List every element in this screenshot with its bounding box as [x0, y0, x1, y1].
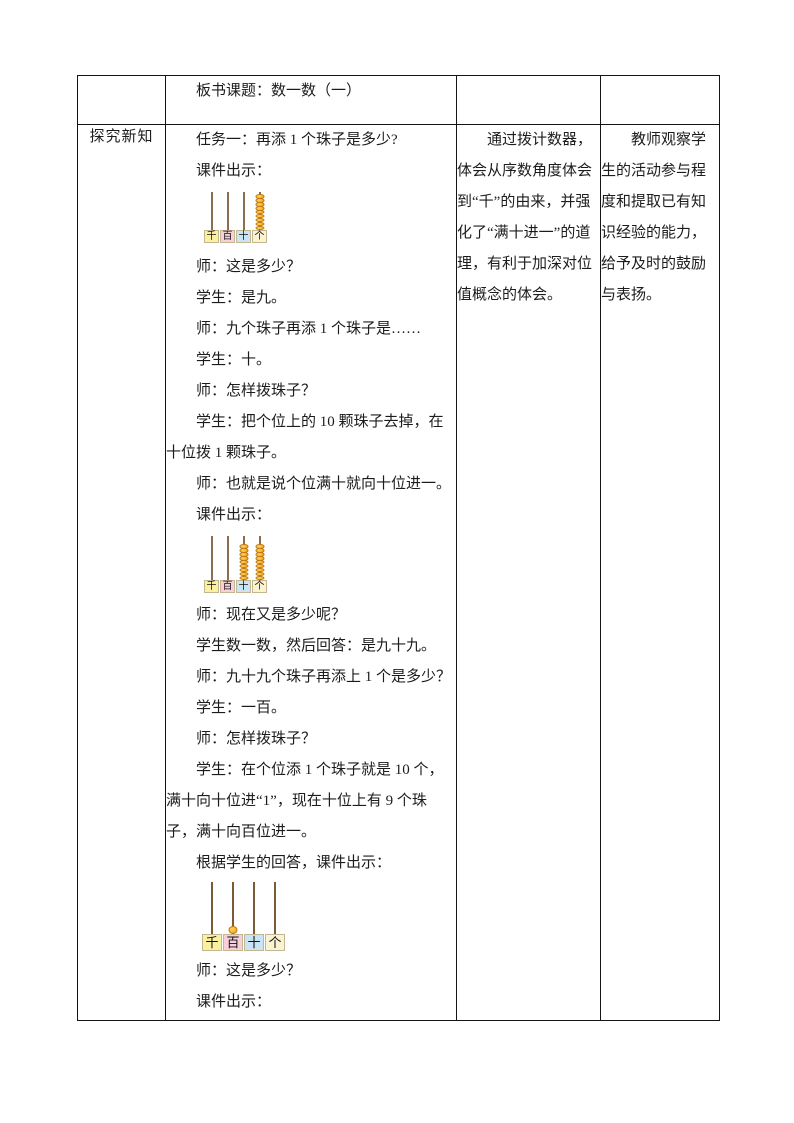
abacus-rod-area	[236, 536, 251, 580]
dialogue-line: 师：也就是说个位满十就向十位进一。	[196, 476, 452, 492]
place-value-label: 十	[244, 934, 264, 951]
abacus-rod	[211, 882, 213, 934]
empty-intent-cell	[456, 75, 601, 125]
abacus-rod	[210, 536, 213, 580]
dialogue-line: 课件出示：	[196, 994, 272, 1010]
empty-evaluation-cell	[600, 75, 720, 125]
abacus-rod-area	[204, 536, 219, 580]
abacus-column: 千	[204, 536, 219, 593]
abacus-rod-area	[202, 882, 222, 934]
abacus-counter-image: 千百十个	[204, 192, 456, 243]
abacus-rod	[274, 882, 276, 934]
abacus-rod-area	[204, 192, 219, 230]
dialogue-line: 学生：十。	[196, 352, 272, 368]
abacus-column: 十	[236, 192, 251, 243]
abacus-bead	[255, 575, 264, 580]
dialogue-line: 学生：是九。	[196, 290, 287, 306]
abacus-counter-image: 千百十个	[204, 536, 456, 593]
abacus-column: 百	[223, 882, 243, 951]
place-value-label: 千	[204, 580, 219, 593]
place-value-label: 百	[223, 934, 243, 951]
place-value-label: 个	[265, 934, 285, 951]
abacus-column: 个	[265, 882, 285, 951]
place-value-label: 个	[252, 230, 267, 243]
abacus-bead	[255, 225, 264, 230]
empty-stage-cell	[77, 75, 166, 125]
dialogue-line: 课件出示：	[196, 163, 272, 179]
board-topic-text: 板书课题：数一数（一）	[196, 83, 362, 99]
place-value-label: 个	[252, 580, 267, 593]
design-intent-text: 通过拨计数器，体会从序数角度体会到“千”的由来，并强化了“满十进一”的道理，有利…	[457, 132, 593, 303]
abacus-bead	[239, 575, 248, 580]
dialogue-line: 学生：在个位添 1 个珠子就是 10 个，满十向十位进“1”，现在十位上有 9 …	[166, 762, 444, 840]
stage-label: 探究新知	[89, 129, 154, 145]
dialogue-line: 学生：把个位上的 10 颗珠子去掉，在十位拨 1 颗珠子。	[166, 414, 444, 461]
table-row-explore-new-knowledge: 探究新知 任务一：再添 1 个珠子是多少? 课件出示：千百十个师：这是多少？ 学生：…	[77, 124, 720, 1021]
lesson-plan-table: 板书课题：数一数（一） 探究新知 任务一：再添 1 个珠子是多少? 课件出示：千百…	[77, 75, 720, 1021]
abacus-rod	[226, 536, 229, 580]
table-row-board-topic: 板书课题：数一数（一）	[77, 75, 720, 125]
abacus-bead	[228, 926, 238, 934]
abacus-bead-stack	[239, 544, 248, 580]
stage-cell: 探究新知	[77, 124, 166, 1021]
abacus-column: 个	[252, 536, 267, 593]
abacus-column: 千	[204, 192, 219, 243]
dialogue-line: 任务一：再添 1 个珠子是多少?	[196, 132, 398, 148]
abacus-rod-area	[265, 882, 285, 934]
abacus-rod-area	[236, 192, 251, 230]
dialogue-line: 师：九个珠子再添 1 个珠子是……	[196, 321, 422, 337]
abacus-column: 十	[244, 882, 264, 951]
place-value-label: 百	[220, 230, 235, 243]
place-value-label: 十	[236, 580, 251, 593]
dialogue-line: 师：怎样拨珠子？	[196, 731, 317, 747]
abacus-bead-stack	[255, 194, 264, 230]
place-value-label: 十	[236, 230, 251, 243]
abacus-rod-area	[223, 882, 243, 934]
abacus-rod	[226, 192, 229, 230]
dialogue-line: 师：九十九个珠子再添上 1 个是多少？	[196, 669, 452, 685]
place-value-label: 千	[204, 230, 219, 243]
abacus-column: 百	[220, 536, 235, 593]
abacus-column: 个	[252, 192, 267, 243]
abacus-rod-area	[220, 192, 235, 230]
abacus-counter-image: 千百十个	[202, 882, 456, 951]
dialogue-line: 师：现在又是多少呢？	[196, 607, 347, 623]
dialogue-line: 师：怎样拨珠子？	[196, 383, 317, 399]
evaluation-text: 教师观察学生的活动参与程度和提取已有知识经验的能力，给予及时的鼓励与表扬。	[601, 132, 707, 303]
place-value-label: 千	[202, 934, 222, 951]
abacus-rod-area	[244, 882, 264, 934]
design-intent-cell: 通过拨计数器，体会从序数角度体会到“千”的由来，并强化了“满十进一”的道理，有利…	[456, 124, 601, 1021]
abacus-rod	[242, 192, 245, 230]
abacus-bead-stack	[228, 926, 238, 934]
abacus-rod-area	[220, 536, 235, 580]
teacher-evaluation-cell: 教师观察学生的活动参与程度和提取已有知识经验的能力，给予及时的鼓励与表扬。	[600, 124, 720, 1021]
abacus-column: 千	[202, 882, 222, 951]
dialogue-line: 师：这是多少？	[196, 259, 302, 275]
dialogue-line: 学生数一数，然后回答：是九十九。	[196, 638, 437, 654]
abacus-rod	[210, 192, 213, 230]
dialogue-line: 根据学生的回答，课件出示：	[196, 855, 392, 871]
abacus-rod-area	[252, 536, 267, 580]
abacus-column: 十	[236, 536, 251, 593]
dialogue-line: 学生：一百。	[196, 700, 287, 716]
abacus-bead-stack	[255, 544, 264, 580]
abacus-rod	[232, 882, 234, 934]
board-topic-cell: 板书课题：数一数（一）	[165, 75, 457, 125]
dialogue-line: 师：这是多少？	[196, 963, 302, 979]
abacus-column: 百	[220, 192, 235, 243]
dialogue-line: 课件出示：	[196, 507, 272, 523]
abacus-rod	[253, 882, 255, 934]
abacus-rod-area	[252, 192, 267, 230]
teaching-process-cell: 任务一：再添 1 个珠子是多少? 课件出示：千百十个师：这是多少？ 学生：是九。 师：…	[165, 124, 457, 1021]
place-value-label: 百	[220, 580, 235, 593]
